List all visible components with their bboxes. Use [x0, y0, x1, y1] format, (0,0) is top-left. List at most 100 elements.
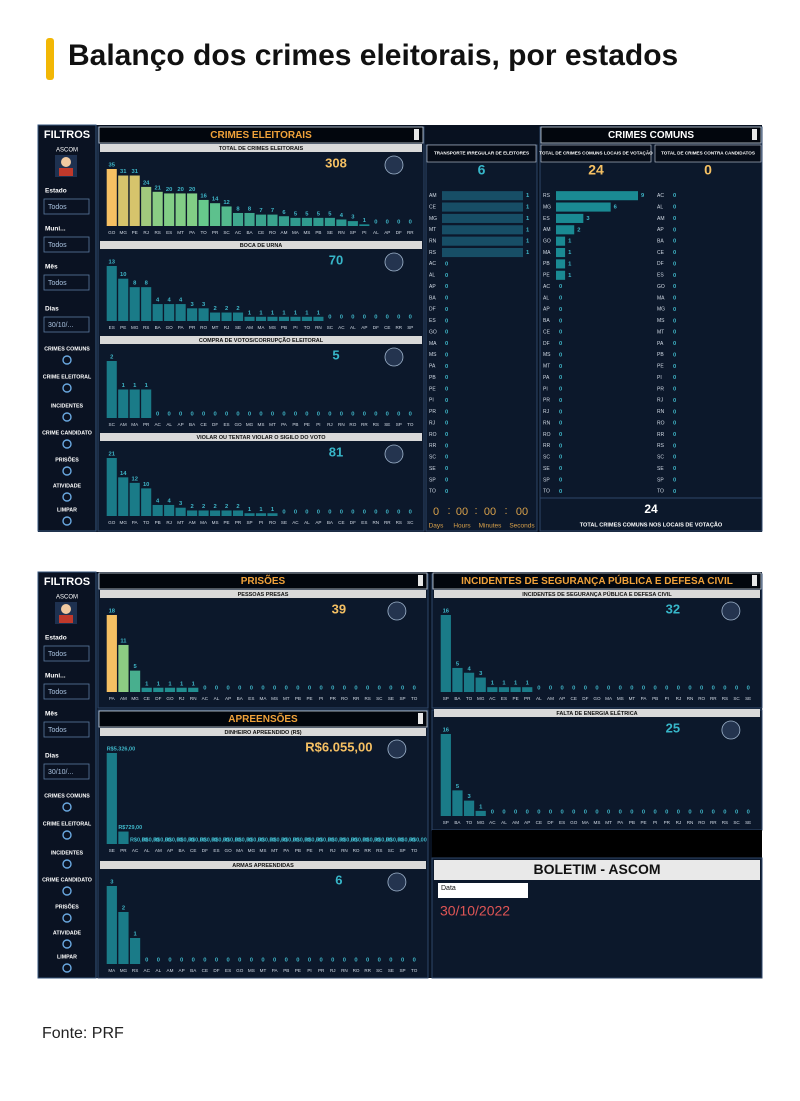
category-label: CE — [200, 422, 206, 427]
category-label: TO — [657, 489, 664, 495]
value-label: 0 — [445, 477, 448, 483]
section-header — [432, 572, 762, 590]
value-label: R$0,00 — [142, 837, 160, 843]
value-label: 0 — [735, 686, 738, 692]
bar — [556, 191, 638, 201]
value-label: 31 — [131, 169, 138, 175]
nav-icon[interactable] — [62, 516, 72, 526]
category-label: PA — [272, 968, 279, 973]
nav-icon[interactable] — [62, 355, 72, 365]
nav-label: CRIMES COMUNS — [44, 793, 90, 799]
nav-icon[interactable] — [62, 830, 72, 840]
value-label: 0 — [688, 686, 691, 692]
category-label: RS — [722, 820, 728, 825]
value-label: 0 — [386, 412, 389, 418]
bar — [442, 202, 523, 212]
nav-icon[interactable] — [62, 859, 72, 869]
value-label: 0 — [273, 958, 276, 964]
nav-icon[interactable] — [62, 913, 72, 923]
category-label: RO — [349, 422, 356, 427]
filter-dropdown[interactable] — [43, 236, 90, 253]
filter-dropdown[interactable] — [43, 274, 90, 291]
value-label: 0 — [250, 686, 253, 692]
category-label: RS — [154, 230, 160, 235]
filter-dropdown[interactable] — [43, 721, 90, 738]
category-label: AM — [120, 422, 127, 427]
category-label: RS — [722, 696, 728, 701]
filter-label: Estado — [45, 188, 67, 195]
category-label: AP — [429, 284, 436, 290]
date-dropdown[interactable] — [438, 883, 528, 898]
value-label: 0 — [320, 958, 323, 964]
value-label: 0 — [559, 307, 562, 313]
nav-icon[interactable] — [62, 466, 72, 476]
value-label: 0 — [156, 412, 159, 418]
nav-icon[interactable] — [62, 383, 72, 393]
bar — [164, 504, 175, 516]
bar — [278, 216, 290, 226]
chart-icon — [721, 720, 741, 740]
category-label: SE — [109, 848, 115, 853]
nav-icon[interactable] — [62, 412, 72, 422]
chart-total: R$6.055,00 — [305, 739, 372, 754]
value-label: 1 — [526, 193, 530, 199]
value-label: 1 — [491, 681, 495, 687]
filter-dropdown[interactable] — [43, 316, 90, 333]
category-label: SC — [407, 520, 414, 525]
filter-dropdown[interactable] — [43, 645, 90, 662]
value-label: 4 — [156, 498, 160, 504]
nav-icon[interactable] — [62, 886, 72, 896]
value-label: 0 — [559, 284, 562, 290]
panel — [97, 709, 429, 979]
nav-icon[interactable] — [62, 492, 72, 502]
value-label: 2 — [202, 504, 205, 510]
value-label: 0 — [559, 330, 562, 336]
value-label: 0 — [584, 810, 587, 816]
category-label: RJ — [143, 230, 149, 235]
bar — [187, 308, 198, 321]
bar — [556, 259, 566, 269]
value-label: R$0,00 — [374, 837, 392, 843]
category-label: AP — [361, 325, 367, 330]
bar — [301, 316, 312, 321]
value-label: 0 — [202, 412, 205, 418]
category-label: PB — [295, 696, 301, 701]
value-label: 0 — [445, 318, 448, 324]
value-label: 0 — [328, 315, 331, 321]
category-label: AL — [214, 696, 220, 701]
filter-dropdown[interactable] — [43, 763, 90, 780]
bar — [267, 316, 278, 321]
category-label: SP — [429, 477, 436, 483]
value-label: 2 — [236, 306, 239, 312]
nav-icon[interactable] — [62, 939, 72, 949]
chart-total: 70 — [329, 252, 343, 267]
category-label: SE — [429, 466, 436, 472]
value-label: 1 — [271, 310, 275, 316]
value-label: 0 — [549, 810, 552, 816]
nav-icon[interactable] — [62, 963, 72, 973]
category-label: RS — [143, 325, 149, 330]
category-label: MT — [177, 230, 184, 235]
chart-total: 32 — [666, 601, 680, 616]
category-label: AM — [547, 696, 554, 701]
value-label: 0 — [389, 958, 392, 964]
chart-icon — [721, 601, 741, 621]
bar — [232, 212, 244, 226]
filter-dropdown[interactable] — [43, 683, 90, 700]
value-label: 0 — [559, 387, 562, 393]
chart-title-bar — [654, 144, 762, 163]
bar — [210, 203, 221, 226]
scroll-indicator — [752, 129, 757, 140]
bar — [232, 312, 244, 321]
category-label: AL — [350, 325, 356, 330]
category-label: PE — [295, 968, 301, 973]
nav-icon[interactable] — [62, 802, 72, 812]
category-label: MS — [260, 848, 267, 853]
filter-dropdown[interactable] — [43, 198, 90, 215]
category-label: PE — [306, 696, 312, 701]
bar — [106, 361, 117, 418]
value-label: R$0,00 — [397, 837, 415, 843]
chart-title-bar — [100, 590, 426, 598]
nav-icon[interactable] — [62, 439, 72, 449]
category-label: RJ — [676, 696, 682, 701]
